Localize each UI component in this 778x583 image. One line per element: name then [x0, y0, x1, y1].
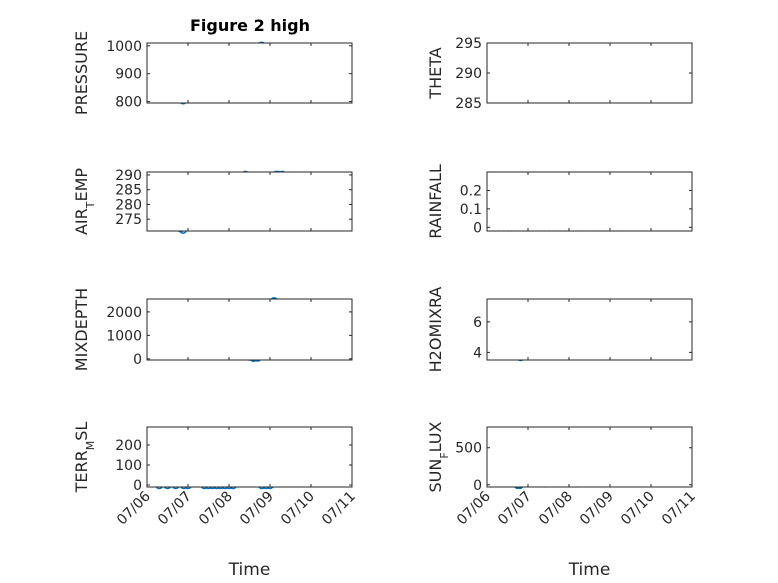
y-tick-label: 0.2: [460, 183, 482, 199]
y-tick-label: 0.1: [460, 202, 482, 218]
subplot-2: 285 290 295 THETA: [426, 36, 693, 112]
figure-title: Figure 2 high: [190, 16, 310, 35]
axes-frame: [486, 171, 693, 232]
subplot-8: 0 500 07/06 07/07 07/08 07/09 07/10 07/11 Time SU…: [426, 421, 699, 580]
x-tick-label: 07/07: [155, 489, 195, 529]
y-axis-label: RAINFALL: [426, 164, 445, 239]
y-axis-label: PRESSURE: [72, 31, 91, 115]
subplot-1: 800 900 1000 PRESSURE: [72, 31, 353, 115]
y-axis-label: SUNFLUX: [426, 421, 451, 492]
x-tick-label: 07/10: [278, 489, 318, 529]
y-tick-label: 4: [473, 345, 482, 361]
y-tick-label: 2000: [106, 305, 142, 321]
y-tick-label: 280: [115, 197, 142, 213]
x-tick-label: 07/08: [196, 489, 236, 529]
y-tick-label: 285: [115, 183, 142, 199]
y-tick-label: 1000: [106, 328, 142, 344]
y-tick-label: 100: [115, 458, 142, 474]
y-axis-label: TERRMSL: [72, 422, 97, 494]
y-axis-label: MIXDEPTH: [72, 288, 91, 371]
x-tick-label: 07/09: [577, 489, 617, 529]
y-tick-label: 900: [115, 67, 142, 83]
y-axis-label: AIRTEMP: [72, 168, 97, 235]
x-tick-label: 07/06: [454, 488, 494, 528]
y-axis-label: THETA: [426, 47, 445, 99]
y-axis-label: H2OMIXRA: [426, 287, 445, 373]
subplot-7: 0 100 200 07/06 07/07 07/08 07/09 07/10 07/11 Tim…: [72, 422, 359, 580]
axes-frame: [146, 426, 353, 488]
x-axis-label: Time: [568, 560, 611, 580]
x-tick-label: 07/11: [659, 489, 699, 529]
y-tick-label: 0: [473, 478, 482, 494]
y-tick-label: 275: [115, 212, 142, 228]
x-tick-label: 07/08: [536, 489, 576, 529]
y-tick-label: 6: [473, 315, 482, 331]
x-tick-label: 07/10: [618, 489, 658, 529]
y-tick-label: 295: [455, 36, 482, 52]
y-tick-label: 200: [115, 438, 142, 454]
y-tick-label: 0: [133, 478, 142, 494]
x-tick-label: 07/06: [114, 488, 154, 528]
axes-frame: [486, 42, 693, 104]
axes-frame: [486, 298, 693, 361]
y-tick-label: 0: [133, 352, 142, 368]
y-tick-label: 0: [473, 220, 482, 236]
subplot-4: 0 0.1 0.2 RAINFALL: [426, 164, 693, 239]
y-tick-label: 1000: [106, 39, 142, 55]
x-tick-label: 07/11: [319, 489, 359, 529]
subplot-5: 0 1000 2000 MIXDEPTH: [72, 288, 353, 371]
y-tick-label: 290: [115, 168, 142, 184]
subplot-6: 4 6 H2OMIXRA: [426, 287, 693, 373]
x-tick-label: 07/07: [495, 489, 535, 529]
y-tick-label: 290: [455, 66, 482, 82]
y-tick-label: 500: [455, 441, 482, 457]
axes-frame: [486, 426, 693, 488]
x-tick-label: 07/09: [237, 489, 277, 529]
axes-frame: [146, 42, 353, 104]
x-axis-label: Time: [228, 560, 271, 580]
y-tick-label: 800: [115, 95, 142, 111]
axes-frame: [146, 171, 353, 232]
axes-frame: [146, 298, 353, 361]
y-tick-label: 285: [455, 96, 482, 112]
